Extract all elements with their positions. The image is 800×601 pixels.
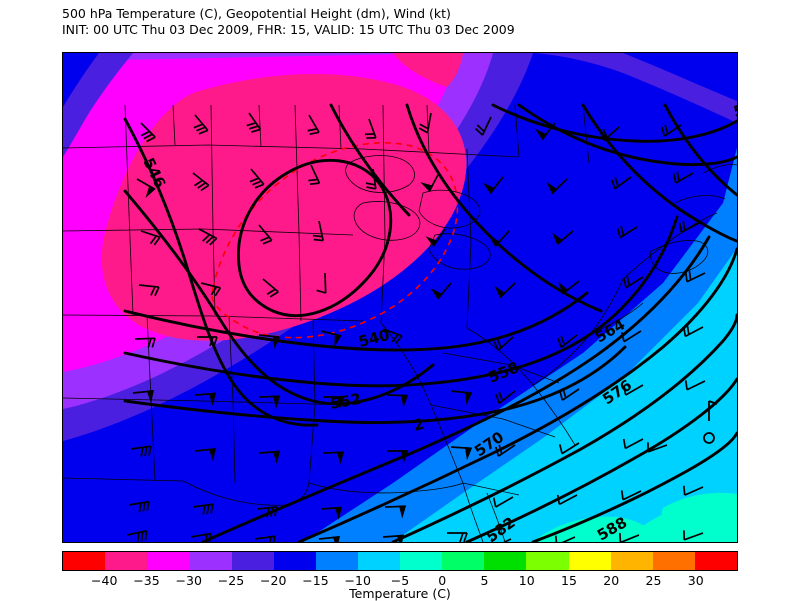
colorbar-tick-15: 15 xyxy=(561,573,577,588)
colorbar-tick-30: 30 xyxy=(687,573,704,588)
colorbar-tick--10: −10 xyxy=(344,573,371,588)
colorbar-tick--35: −35 xyxy=(133,573,160,588)
height-contours xyxy=(123,103,737,542)
colorbar-tick--30: −30 xyxy=(175,573,202,588)
colorbar-segment-1 xyxy=(105,552,148,570)
colorbar-segment-9 xyxy=(442,552,485,570)
colorbar-segment-0 xyxy=(63,552,106,570)
colorbar-segment-3 xyxy=(189,552,232,570)
colorbar-tick-labels: −40 −35 −30 −25 −20 −15 −10 −5 0 5 10 15 20 25 30 xyxy=(62,573,738,589)
colorbar-tick--15: −15 xyxy=(302,573,329,588)
weather-map-svg: 540 546 552 558 564 570 576 582 588 534 … xyxy=(63,53,737,542)
colorbar-segment-8 xyxy=(400,552,443,570)
colorbar-tick-0: 0 xyxy=(438,573,447,588)
svg-text:2: 2 xyxy=(411,415,426,435)
colorbar-segment-12 xyxy=(568,552,611,570)
colorbar-tick-25: 25 xyxy=(645,573,662,588)
colorbar-segment-6 xyxy=(315,552,358,570)
colorbar-segment-15 xyxy=(694,552,737,570)
colorbar-segment-10 xyxy=(484,552,527,570)
temperature-colorbar xyxy=(62,551,738,571)
colorbar-tick--25: −25 xyxy=(217,573,245,588)
colorbar-segment-14 xyxy=(652,552,695,570)
colorbar-tick-20: 20 xyxy=(603,573,620,588)
chart-title-block: 500 hPa Temperature (C), Geopotential He… xyxy=(62,6,762,38)
colorbar-tick-10: 10 xyxy=(518,573,535,588)
colorbar-tick--5: −5 xyxy=(390,573,410,588)
colorbar-axis-label: Temperature (C) xyxy=(349,586,451,601)
map-plot-area: 540 546 552 558 564 570 576 582 588 534 … xyxy=(62,52,738,543)
colorbar-tick--20: −20 xyxy=(260,573,287,588)
colorbar-segment-7 xyxy=(357,552,400,570)
colorbar-segment-4 xyxy=(231,552,274,570)
svg-text:552: 552 xyxy=(329,390,363,413)
chart-subtitle: INIT: 00 UTC Thu 03 Dec 2009, FHR: 15, V… xyxy=(62,22,515,37)
calm-wind-circle xyxy=(703,432,715,444)
colorbar-segment-2 xyxy=(147,552,190,570)
wind-barbs xyxy=(126,112,718,542)
chart-title: 500 hPa Temperature (C), Geopotential He… xyxy=(62,6,451,21)
colorbar-tick--40: −40 xyxy=(91,573,118,588)
colorbar-segment-5 xyxy=(273,552,316,570)
svg-text:534: 534 xyxy=(732,96,737,121)
colorbar-tick-5: 5 xyxy=(480,573,489,588)
colorbar-segment-13 xyxy=(610,552,653,570)
colorbar-segment-11 xyxy=(526,552,569,570)
